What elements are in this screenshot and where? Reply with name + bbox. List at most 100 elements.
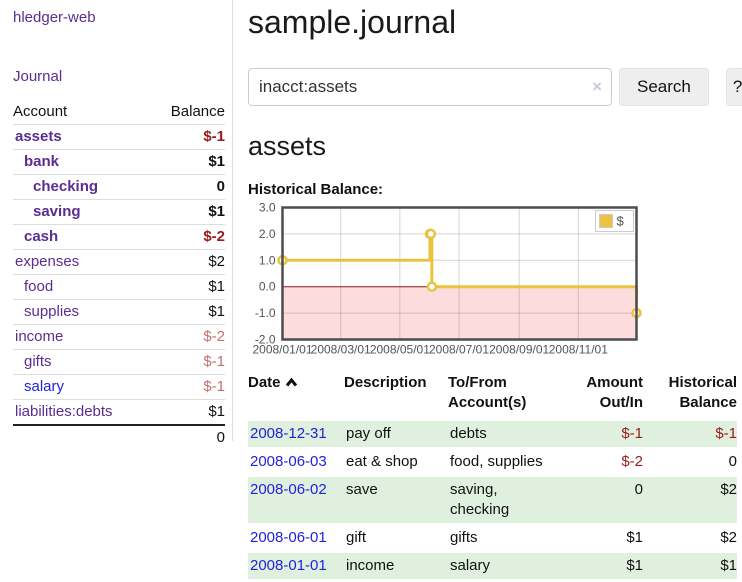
transaction-amount: $1 xyxy=(626,529,643,546)
account-row: food $1 xyxy=(13,274,225,300)
transaction-date-link[interactable]: 2008-06-01 xyxy=(250,529,327,546)
accounts-table-body: assets $-1 bank $1 checking 0 saving $1 … xyxy=(13,124,225,425)
accounts-column-header-register: To/From Account(s) xyxy=(448,374,527,411)
account-row: checking 0 xyxy=(13,174,225,200)
negative-region xyxy=(282,286,637,340)
account-balance: $2 xyxy=(150,249,225,275)
transaction-balance: $2 xyxy=(643,477,737,523)
account-link[interactable]: food xyxy=(24,278,54,295)
y-tick-label: -1.0 xyxy=(255,306,276,320)
account-balance: $-1 xyxy=(150,374,225,400)
accounts-total-spacer xyxy=(13,424,151,450)
balance-column-header-register: Historical Balance xyxy=(668,374,737,411)
account-row: income $-2 xyxy=(13,324,225,350)
y-tick-label: 1.0 xyxy=(259,253,276,267)
transaction-balance: $2 xyxy=(720,529,737,546)
search-input-wrapper: × xyxy=(248,68,612,106)
register-table-body: 2008-12-31 pay off debts $-1 $-1 2008-06… xyxy=(248,421,737,579)
transaction-amount: 0 xyxy=(552,477,643,523)
account-balance: $-1 xyxy=(150,349,225,375)
register-header-row: Date Description To/From Account(s) Amou… xyxy=(248,369,737,419)
accounts-total-balance: 0 xyxy=(150,424,225,450)
transaction-description: income xyxy=(344,553,448,579)
data-point-marker xyxy=(425,228,437,240)
transaction-description: save xyxy=(344,477,448,523)
sidebar-item-journal[interactable]: Journal xyxy=(13,68,63,85)
date-column-header[interactable]: Date xyxy=(248,369,344,419)
account-link[interactable]: income xyxy=(15,328,64,345)
transaction-date-link[interactable]: 2008-01-01 xyxy=(250,557,327,574)
accounts-table: Account Balance assets $-1 bank $1 check… xyxy=(13,100,225,450)
date-column-label: Date xyxy=(248,374,281,391)
transaction-description: eat & shop xyxy=(346,453,418,470)
x-tick-label: 2008/01/01 xyxy=(252,343,312,357)
legend-label: $ xyxy=(617,214,625,229)
account-row: gifts $-1 xyxy=(13,349,225,375)
transaction-accounts: debts xyxy=(448,421,552,447)
x-tick-label: 2008/09/01 xyxy=(489,343,549,357)
account-row: saving $1 xyxy=(13,199,225,225)
y-tick-label: 2.0 xyxy=(259,227,276,241)
transaction-amount: $1 xyxy=(552,553,643,579)
account-link[interactable]: saving xyxy=(33,203,81,220)
clear-search-icon[interactable]: × xyxy=(592,77,602,96)
transaction-accounts: salary xyxy=(448,553,552,579)
account-link[interactable]: gifts xyxy=(24,353,52,370)
transaction-description: gift xyxy=(346,529,367,546)
legend-swatch xyxy=(599,214,613,228)
transaction-row[interactable]: 2008-01-01 income salary $1 $1 xyxy=(248,553,737,579)
transaction-amount: $-2 xyxy=(621,453,643,470)
register-table: Date Description To/From Account(s) Amou… xyxy=(248,367,737,581)
search-help-button[interactable]: ? xyxy=(725,68,742,106)
account-balance: $1 xyxy=(150,274,225,300)
transaction-accounts: food, supplies xyxy=(450,453,543,470)
account-balance: $-2 xyxy=(150,324,225,350)
transaction-balance: 0 xyxy=(728,453,737,470)
transaction-date-link[interactable]: 2008-06-02 xyxy=(250,481,327,498)
accounts-column-header: Account xyxy=(13,103,68,120)
account-link[interactable]: supplies xyxy=(24,303,80,320)
account-link[interactable]: assets xyxy=(15,128,62,145)
transaction-amount: $-1 xyxy=(552,421,643,447)
transaction-balance: $1 xyxy=(643,553,737,579)
transaction-row[interactable]: 2008-06-02 save saving, checking 0 $2 xyxy=(248,477,737,523)
account-row: supplies $1 xyxy=(13,299,225,325)
y-tick-label: 0.0 xyxy=(259,280,276,294)
search-input[interactable] xyxy=(248,68,612,106)
account-balance: $1 xyxy=(150,299,225,325)
account-row: salary $-1 xyxy=(13,374,225,400)
y-tick-label: -2.0 xyxy=(255,333,276,347)
account-link[interactable]: expenses xyxy=(15,253,80,270)
account-link[interactable]: cash xyxy=(24,228,59,245)
account-row: assets $-1 xyxy=(13,124,225,150)
transaction-date-link[interactable]: 2008-12-31 xyxy=(250,425,327,442)
transaction-row[interactable]: 2008-06-01 gift gifts $1 $2 xyxy=(248,525,737,551)
sort-ascending-icon xyxy=(285,377,297,387)
transaction-accounts: gifts xyxy=(450,529,478,546)
account-balance: $-2 xyxy=(150,224,225,250)
transaction-description: pay off xyxy=(344,421,448,447)
account-row: bank $1 xyxy=(13,149,225,175)
transaction-accounts: saving, checking xyxy=(448,477,552,523)
account-row: liabilities:debts $1 xyxy=(13,399,225,425)
account-link[interactable]: salary xyxy=(24,378,65,395)
account-link[interactable]: checking xyxy=(33,178,99,195)
account-link[interactable]: liabilities:debts xyxy=(15,403,113,420)
app-title-link[interactable]: hledger-web xyxy=(13,9,96,26)
search-form: × Search ? xyxy=(248,68,742,106)
chart-label: Historical Balance: xyxy=(248,181,384,198)
search-button[interactable]: Search xyxy=(619,68,709,106)
historical-balance-chart: $3.0 2.0 1.0 0.0 -1.0 -2.0 2008/01/01 2008/03/0… xyxy=(248,201,738,362)
amount-column-header: Amount Out/In xyxy=(586,374,643,411)
account-link[interactable]: bank xyxy=(24,153,60,170)
data-point-marker xyxy=(426,281,438,292)
x-tick-label: 2008/07/01 xyxy=(429,343,489,357)
transaction-balance: $-1 xyxy=(643,421,737,447)
account-balance: 0 xyxy=(150,174,225,200)
transaction-row[interactable]: 2008-12-31 pay off debts $-1 $-1 xyxy=(248,421,737,447)
transaction-date-link[interactable]: 2008-06-03 xyxy=(250,453,327,470)
transaction-row[interactable]: 2008-06-03 eat & shop food, supplies $-2… xyxy=(248,449,737,475)
balance-chart-svg: $3.0 2.0 1.0 0.0 -1.0 -2.02008/01/012008/03/0… xyxy=(252,201,642,357)
account-heading: assets xyxy=(248,131,327,161)
accounts-total-row: 0 xyxy=(13,424,225,450)
